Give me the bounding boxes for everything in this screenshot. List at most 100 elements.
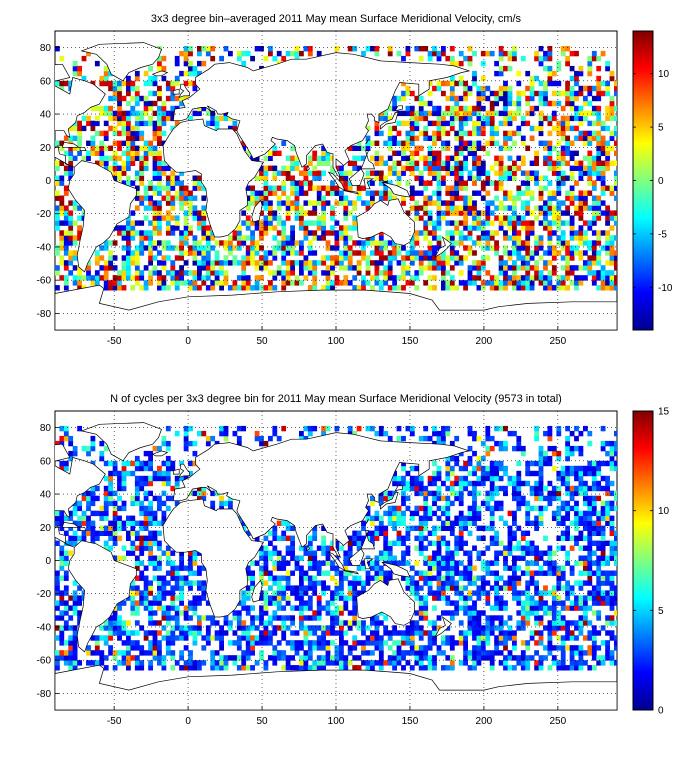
bin-cell — [233, 615, 238, 620]
x-tick-label: 50 — [256, 336, 268, 347]
bin-cell — [445, 501, 450, 506]
bin-cell — [428, 240, 433, 245]
bin-cell — [357, 541, 362, 546]
bin-cell — [308, 186, 313, 191]
bin-cell — [383, 625, 388, 630]
bin-cell — [596, 106, 601, 111]
bin-cell — [450, 81, 455, 86]
bin-cell — [419, 541, 424, 546]
bin-cell — [290, 605, 295, 610]
bin-cell — [414, 645, 419, 650]
bin-cell — [468, 116, 473, 121]
bin-cell — [179, 196, 184, 201]
bin-cell — [272, 546, 277, 551]
bin-cell — [348, 186, 353, 191]
bin-cell — [126, 255, 131, 260]
bin-cell — [264, 181, 269, 186]
bin-cell — [610, 186, 615, 191]
bin-cell — [428, 196, 433, 201]
bin-cell — [317, 176, 322, 181]
bin-cell — [556, 181, 561, 186]
bin-cell — [477, 91, 482, 96]
bin-cell — [592, 86, 597, 91]
bin-cell — [330, 285, 335, 290]
bin-cell — [512, 630, 517, 635]
bin-cell — [401, 556, 406, 561]
bin-cell — [414, 210, 419, 215]
bin-cell — [343, 250, 348, 255]
bin-cell — [295, 250, 300, 255]
bin-cell — [406, 650, 411, 655]
bin-cell — [179, 270, 184, 275]
bin-cell — [73, 610, 78, 615]
bin-cell — [614, 151, 619, 156]
bin-cell — [428, 635, 433, 640]
bin-cell — [410, 171, 415, 176]
bin-cell — [570, 171, 575, 176]
bin-cell — [117, 630, 122, 635]
bin-cell — [108, 496, 113, 501]
bin-cell — [499, 630, 504, 635]
bin-cell — [122, 476, 127, 481]
bin-cell — [197, 571, 202, 576]
bin-cell — [308, 625, 313, 630]
bin-cell — [290, 536, 295, 541]
bin-cell — [565, 255, 570, 260]
bin-cell — [454, 250, 459, 255]
bin-cell — [472, 111, 477, 116]
bin-cell — [503, 66, 508, 71]
bin-cell — [534, 240, 539, 245]
bin-cell — [459, 640, 464, 645]
bin-cell — [179, 556, 184, 561]
bin-cell — [454, 536, 459, 541]
bin-cell — [592, 56, 597, 61]
bin-cell — [503, 245, 508, 250]
bin-cell — [450, 576, 455, 581]
bin-cell — [246, 590, 251, 595]
bin-cell — [548, 250, 553, 255]
bin-cell — [59, 426, 64, 431]
bin-cell — [86, 451, 91, 456]
bin-cell — [534, 161, 539, 166]
bin-cell — [437, 181, 442, 186]
bin-cell — [454, 541, 459, 546]
bin-cell — [335, 630, 340, 635]
bin-cell — [91, 496, 96, 501]
bin-cell — [170, 280, 175, 285]
bin-cell — [64, 660, 69, 665]
bin-cell — [299, 605, 304, 610]
bin-cell — [414, 111, 419, 116]
bin-cell — [330, 205, 335, 210]
bin-cell — [312, 186, 317, 191]
bin-cell — [246, 625, 251, 630]
bin-cell — [166, 210, 171, 215]
bin-cell — [77, 516, 82, 521]
bin-cell — [206, 265, 211, 270]
bin-cell — [170, 640, 175, 645]
bin-cell — [241, 260, 246, 265]
bin-cell — [601, 230, 606, 235]
bin-cell — [508, 511, 513, 516]
bin-cell — [592, 171, 597, 176]
bin-cell — [321, 660, 326, 665]
bin-cell — [521, 280, 526, 285]
bin-cell — [499, 96, 504, 101]
bin-cell — [481, 245, 486, 250]
bin-cell — [162, 131, 167, 136]
bin-cell — [148, 476, 153, 481]
bin-cell — [259, 441, 264, 446]
bin-cell — [122, 151, 127, 156]
bin-cell — [570, 101, 575, 106]
bin-cell — [237, 275, 242, 280]
bin-cell — [295, 186, 300, 191]
bin-cell — [264, 561, 269, 566]
bin-cell — [162, 501, 167, 506]
bin-cell — [494, 466, 499, 471]
bin-cell — [477, 176, 482, 181]
bin-cell — [68, 615, 73, 620]
bin-cell — [246, 645, 251, 650]
bin-cell — [406, 526, 411, 531]
bin-cell — [130, 235, 135, 240]
bin-cell — [255, 635, 260, 640]
bin-cell — [468, 131, 473, 136]
